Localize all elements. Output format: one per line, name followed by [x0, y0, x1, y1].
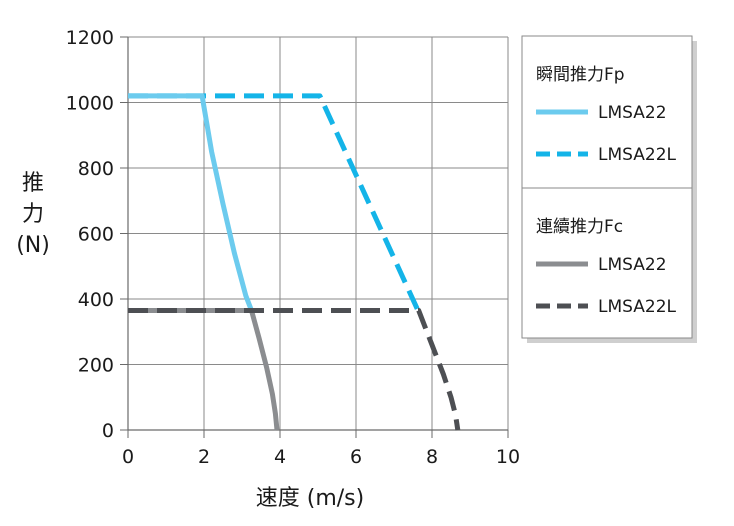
x-tick-label: 2: [198, 446, 210, 468]
legend-box: [521, 35, 693, 339]
y-tick-label: 200: [78, 355, 114, 377]
y-axis-title-char-1: 推: [22, 171, 44, 196]
y-tick-label: 1000: [66, 93, 114, 115]
x-axis-title: 速度 (m/s): [256, 486, 364, 511]
legend: 瞬間推力Fp LMSA22 LMSA22L 連續推力Fc LMSA22 LMSA22L: [521, 35, 697, 343]
axes: 0 2 4 6 8 10 0 200 400 600 800 1000 1200: [66, 27, 520, 468]
legend-group-title: 連續推力Fc: [536, 217, 623, 237]
y-tick-label: 0: [102, 420, 114, 442]
series-line-1: [128, 93, 254, 312]
y-axis-title-char-3: (N): [16, 233, 50, 258]
x-tick-label: 0: [122, 446, 134, 468]
grid: [127, 36, 509, 431]
x-tick-label: 6: [350, 446, 362, 468]
y-axis-title-char-2: 力: [22, 202, 44, 227]
legend-entry-label: LMSA22L: [598, 145, 677, 165]
y-tick-label: 600: [78, 224, 114, 246]
legend-entry-label: LMSA22L: [598, 297, 677, 317]
legend-entry-label: LMSA22: [598, 103, 667, 123]
series-line-3: [128, 308, 280, 431]
series-line-2: [128, 93, 421, 314]
y-tick-label: 800: [78, 158, 114, 180]
series-line-4: [128, 308, 461, 431]
x-tick-label: 8: [426, 446, 438, 468]
x-tick-label: 4: [274, 446, 286, 468]
series-layer: [128, 93, 461, 431]
y-tick-label: 1200: [66, 27, 114, 49]
legend-entry-label: LMSA22: [598, 255, 667, 275]
legend-group-title: 瞬間推力Fp: [536, 65, 625, 85]
y-tick-label: 400: [78, 289, 114, 311]
x-tick-label: 10: [496, 446, 520, 468]
